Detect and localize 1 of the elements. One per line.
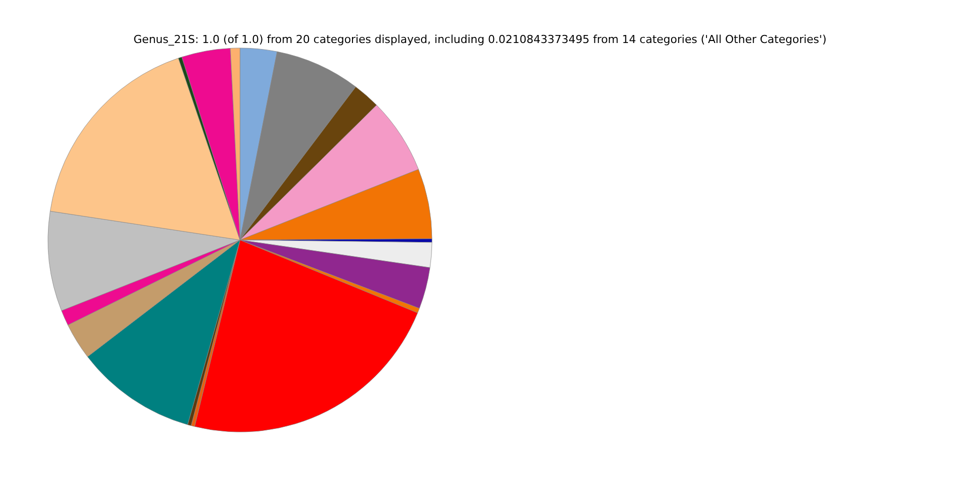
text: Genus_21S: 1.0 (of 1.0) from 20 categories displayed, including 0.0210843373495 from 14 categories ('All Other Categories') [134,33,826,46]
